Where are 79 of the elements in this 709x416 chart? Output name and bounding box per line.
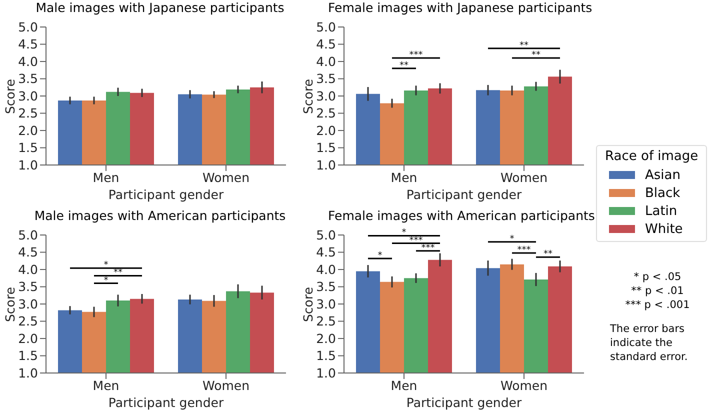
x-tick-label: Men	[92, 170, 120, 185]
chart-title: Male images with American participants	[33, 208, 287, 225]
y-axis-title: Score	[300, 286, 316, 322]
annotation: **	[520, 40, 529, 51]
annotation: ***	[409, 50, 424, 61]
y-tick-label: 3.5	[18, 71, 38, 86]
annotation: *	[378, 250, 383, 261]
text: *** p < .001	[624, 298, 691, 312]
x-tick-label: Women	[202, 378, 250, 393]
y-tick-label: 1.5	[316, 348, 336, 364]
y-tick-label: 3.0	[18, 88, 38, 104]
y-tick-label: 3.0	[18, 296, 38, 312]
annotation: *	[402, 228, 407, 238]
annotation: **	[400, 60, 409, 71]
y-tick-label: 2.5	[18, 106, 38, 121]
y-tick-label: 3.5	[316, 279, 336, 294]
x-tick-label: Men	[390, 378, 418, 393]
chart-title: Female images with Japanese participants	[327, 0, 592, 17]
x-tick-label: Women	[202, 170, 250, 185]
y-tick-label: 4.0	[18, 54, 38, 69]
text: * p < .05	[632, 270, 682, 284]
chart-title: Male images with Japanese participants	[34, 0, 286, 17]
text: ** p < .01	[630, 284, 685, 298]
y-tick-label: 3.5	[316, 71, 336, 86]
y-tick-label: 5.0	[18, 19, 38, 34]
annotation: **	[544, 250, 553, 260]
x-tick-label: Men	[92, 378, 120, 393]
y-axis-title: Score	[2, 78, 18, 114]
annotation: *	[104, 260, 109, 271]
y-tick-label: 3.0	[316, 88, 336, 104]
legend-label: Latin	[645, 204, 678, 218]
x-tick-label: Women	[500, 170, 548, 185]
y-tick-label: 2.5	[316, 314, 336, 329]
y-tick-label: 3.5	[18, 279, 38, 294]
y-tick-label: 5.0	[18, 227, 38, 242]
y-axis-title: Score	[2, 286, 18, 322]
annotation: ***	[517, 245, 532, 256]
annotation: ***	[421, 243, 436, 254]
y-tick-label: 1.0	[18, 157, 38, 172]
legend-title: Race of image	[605, 149, 698, 164]
legend-label: White	[645, 222, 683, 236]
annotation: *	[104, 276, 109, 286]
y-axis-title: Score	[300, 78, 316, 114]
y-tick-label: 2.5	[18, 314, 38, 329]
y-tick-label: 1.0	[18, 365, 38, 380]
y-tick-label: 4.5	[18, 36, 38, 52]
y-tick-label: 4.5	[316, 244, 336, 260]
y-tick-label: 4.0	[316, 262, 336, 277]
annotation: **	[114, 268, 123, 278]
y-tick-label: 1.0	[316, 157, 336, 172]
legend-label: Black	[645, 186, 680, 200]
y-tick-label: 4.0	[316, 54, 336, 69]
y-tick-label: 4.5	[18, 244, 38, 260]
text: The error bars indicate the standard error.	[610, 322, 689, 364]
y-tick-label: 2.0	[18, 330, 38, 346]
x-axis-title: Participant gender	[406, 187, 522, 202]
x-tick-label: Women	[500, 378, 548, 393]
y-tick-label: 4.5	[316, 36, 336, 52]
x-tick-label: Men	[390, 170, 418, 185]
y-tick-label: 5.0	[316, 227, 336, 242]
x-axis-title: Participant gender	[108, 395, 224, 410]
annotation: *	[510, 234, 515, 244]
y-tick-label: 2.0	[18, 122, 38, 138]
y-tick-label: 5.0	[316, 19, 336, 34]
x-axis-title: Participant gender	[108, 187, 224, 202]
annotation: ***	[409, 236, 424, 246]
y-tick-label: 1.5	[18, 348, 38, 364]
legend-label: Asian	[645, 168, 680, 182]
y-tick-label: 2.0	[316, 122, 336, 138]
annotation: **	[532, 50, 541, 61]
y-tick-label: 3.0	[316, 296, 336, 312]
y-tick-label: 2.0	[316, 330, 336, 346]
chart-title: Female images with American participants	[327, 208, 595, 225]
y-tick-label: 2.5	[316, 106, 336, 121]
y-tick-label: 4.0	[18, 262, 38, 277]
x-axis-title: Participant gender	[406, 395, 522, 410]
y-tick-label: 1.0	[316, 365, 336, 380]
y-tick-label: 1.5	[18, 140, 38, 156]
y-tick-label: 1.5	[316, 140, 336, 156]
